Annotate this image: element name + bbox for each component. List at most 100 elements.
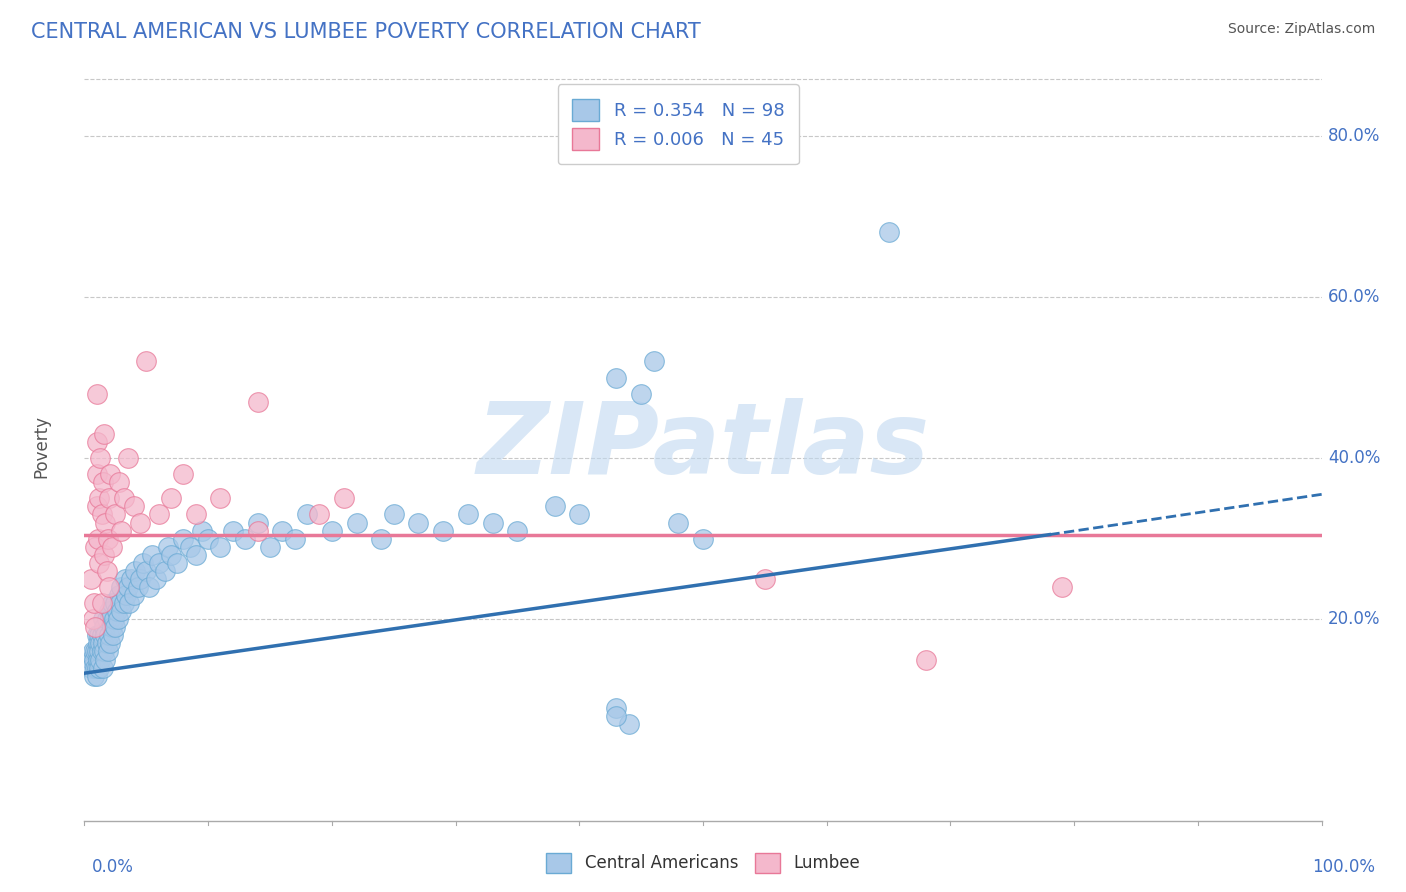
Point <box>97 532 120 546</box>
Point <box>100 596 122 610</box>
Point <box>605 709 627 723</box>
Text: 100.0%: 100.0% <box>1312 858 1375 876</box>
Point <box>157 540 180 554</box>
Point <box>179 540 201 554</box>
Point <box>122 500 145 514</box>
Point <box>110 524 132 538</box>
Point <box>91 612 114 626</box>
Point <box>754 572 776 586</box>
Point <box>184 548 207 562</box>
Point <box>333 491 356 506</box>
Point <box>145 572 167 586</box>
Point <box>79 652 101 666</box>
Point <box>108 588 131 602</box>
Point <box>284 532 307 546</box>
Text: CENTRAL AMERICAN VS LUMBEE POVERTY CORRELATION CHART: CENTRAL AMERICAN VS LUMBEE POVERTY CORRE… <box>31 22 700 42</box>
Point <box>692 532 714 546</box>
Point <box>93 644 115 658</box>
Point <box>86 467 108 482</box>
Point <box>79 660 101 674</box>
Point <box>246 394 269 409</box>
Point <box>82 644 104 658</box>
Point <box>86 500 108 514</box>
Point <box>83 596 105 610</box>
Point <box>110 604 132 618</box>
Point <box>112 596 135 610</box>
Point <box>543 500 565 514</box>
Point <box>1050 580 1073 594</box>
Point <box>89 660 111 674</box>
Point <box>457 508 479 522</box>
Point <box>98 467 121 482</box>
Point <box>100 620 122 634</box>
Text: 60.0%: 60.0% <box>1327 288 1381 306</box>
Text: ZIPatlas: ZIPatlas <box>477 398 929 494</box>
Point <box>115 588 138 602</box>
Point <box>120 572 142 586</box>
Point <box>96 564 118 578</box>
Point <box>104 620 127 634</box>
Point <box>87 636 110 650</box>
Point <box>877 226 900 240</box>
Point <box>84 620 107 634</box>
Point <box>605 701 627 715</box>
Point <box>914 652 936 666</box>
Point <box>184 508 207 522</box>
Point <box>643 354 665 368</box>
Text: Source: ZipAtlas.com: Source: ZipAtlas.com <box>1227 22 1375 37</box>
Point <box>87 532 110 546</box>
Point <box>666 516 689 530</box>
Point <box>98 628 121 642</box>
Point <box>481 516 503 530</box>
Point <box>153 564 176 578</box>
Point <box>94 628 117 642</box>
Point <box>83 652 105 666</box>
Point <box>89 556 111 570</box>
Point <box>432 524 454 538</box>
Text: 80.0%: 80.0% <box>1327 127 1381 145</box>
Point <box>148 508 170 522</box>
Point <box>382 508 405 522</box>
Point <box>82 612 104 626</box>
Point <box>86 386 108 401</box>
Point <box>86 668 108 682</box>
Point <box>271 524 294 538</box>
Point <box>129 572 152 586</box>
Point <box>197 532 219 546</box>
Legend: Central Americans, Lumbee: Central Americans, Lumbee <box>540 847 866 880</box>
Point <box>233 532 256 546</box>
Point <box>117 580 139 594</box>
Point <box>346 516 368 530</box>
Point <box>131 556 153 570</box>
Point <box>98 604 121 618</box>
Point <box>172 532 194 546</box>
Point <box>166 556 188 570</box>
Point <box>98 612 121 626</box>
Point <box>89 451 111 466</box>
Point <box>84 644 107 658</box>
Point <box>97 644 120 658</box>
Point <box>96 636 118 650</box>
Point <box>110 580 132 594</box>
Point <box>90 644 112 658</box>
Point <box>89 644 111 658</box>
Point <box>246 524 269 538</box>
Point <box>83 668 105 682</box>
Point <box>246 516 269 530</box>
Point <box>104 596 127 610</box>
Point <box>605 370 627 384</box>
Point <box>86 644 108 658</box>
Point <box>135 354 157 368</box>
Point <box>90 628 112 642</box>
Point <box>86 628 108 642</box>
Point <box>89 628 111 642</box>
Text: 0.0%: 0.0% <box>91 858 134 876</box>
Point <box>84 540 107 554</box>
Point <box>98 580 121 594</box>
Point <box>91 636 114 650</box>
Point <box>222 524 245 538</box>
Point <box>114 572 136 586</box>
Point <box>93 620 115 634</box>
Point <box>568 508 591 522</box>
Point <box>84 660 107 674</box>
